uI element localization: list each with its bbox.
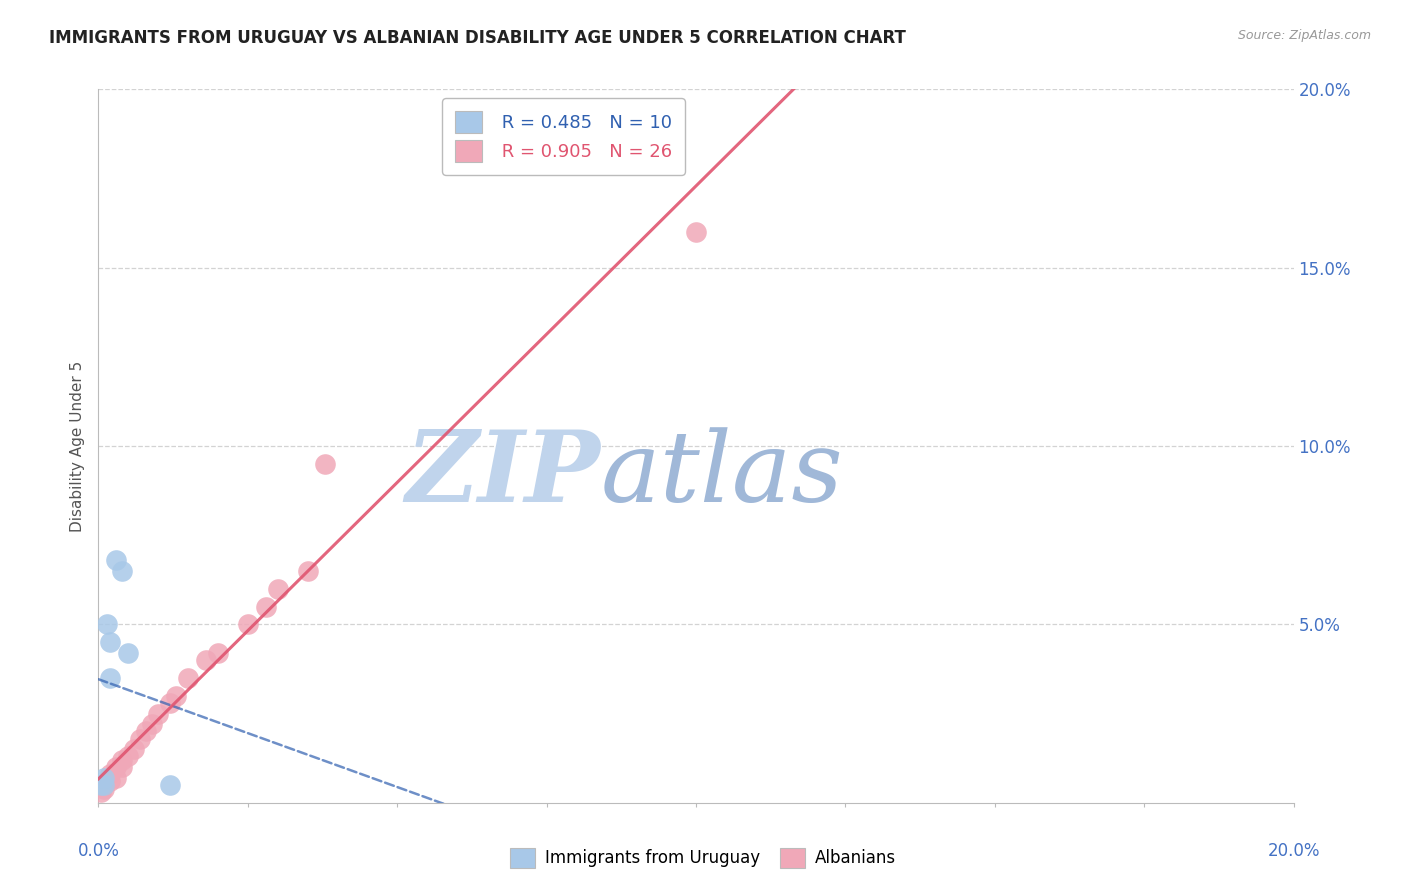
- Point: [93, 781, 115, 796]
- Point: [207, 646, 229, 660]
- Point: [236, 617, 259, 632]
- Point: [96, 617, 118, 632]
- Point: [117, 749, 139, 764]
- Point: [124, 742, 146, 756]
- Point: [93, 778, 115, 792]
- Point: [105, 771, 128, 785]
- Point: [90, 778, 112, 792]
- Point: [93, 771, 115, 785]
- Point: [297, 564, 319, 578]
- Point: [90, 785, 112, 799]
- Text: atlas: atlas: [600, 427, 844, 522]
- Point: [98, 635, 122, 649]
- Point: [165, 689, 187, 703]
- Point: [93, 778, 115, 792]
- Point: [98, 767, 122, 781]
- Y-axis label: Disability Age Under 5: Disability Age Under 5: [69, 360, 84, 532]
- Point: [105, 553, 128, 567]
- Point: [111, 760, 134, 774]
- Point: [111, 753, 134, 767]
- Point: [105, 760, 128, 774]
- Legend: Immigrants from Uruguay, Albanians: Immigrants from Uruguay, Albanians: [503, 841, 903, 875]
- Point: [254, 599, 277, 614]
- Text: Source: ZipAtlas.com: Source: ZipAtlas.com: [1237, 29, 1371, 43]
- Text: IMMIGRANTS FROM URUGUAY VS ALBANIAN DISABILITY AGE UNDER 5 CORRELATION CHART: IMMIGRANTS FROM URUGUAY VS ALBANIAN DISA…: [49, 29, 905, 47]
- Point: [98, 671, 122, 685]
- Point: [117, 646, 139, 660]
- Point: [315, 457, 337, 471]
- Point: [111, 564, 134, 578]
- Point: [135, 724, 157, 739]
- Text: 0.0%: 0.0%: [77, 842, 120, 860]
- Point: [267, 582, 290, 596]
- Point: [98, 774, 122, 789]
- Legend:  R = 0.485   N = 10,  R = 0.905   N = 26: R = 0.485 N = 10, R = 0.905 N = 26: [441, 98, 685, 175]
- Text: 20.0%: 20.0%: [1267, 842, 1320, 860]
- Point: [685, 225, 707, 239]
- Point: [159, 696, 181, 710]
- Point: [129, 731, 152, 746]
- Point: [195, 653, 218, 667]
- Point: [148, 706, 170, 721]
- Point: [177, 671, 200, 685]
- Point: [141, 717, 163, 731]
- Point: [159, 778, 181, 792]
- Text: ZIP: ZIP: [405, 426, 600, 523]
